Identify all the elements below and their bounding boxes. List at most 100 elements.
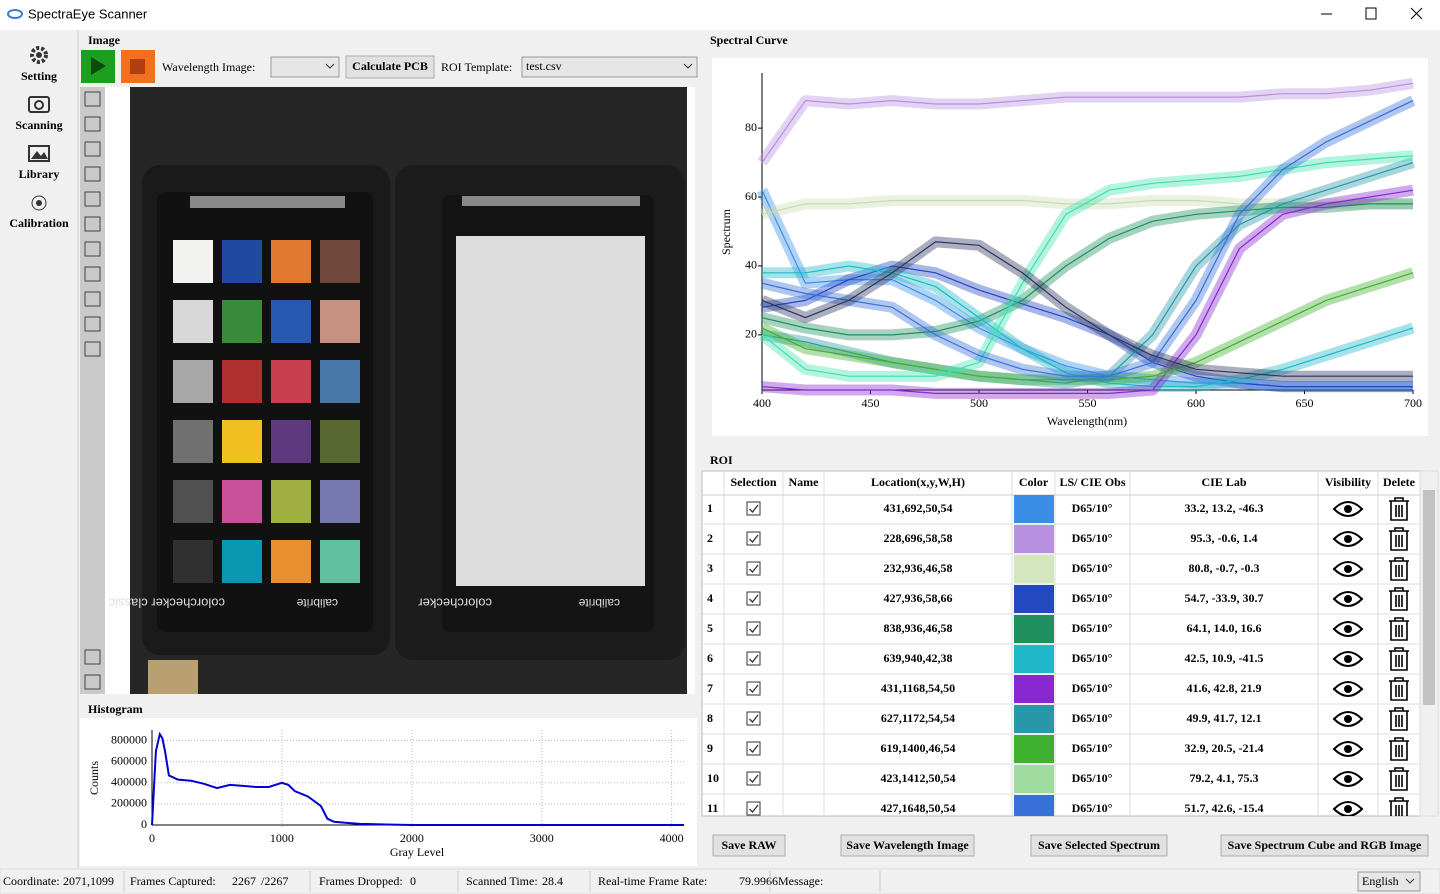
combobox-value[interactable]: test.csv <box>526 59 562 73</box>
scanning-icon[interactable] <box>28 96 50 113</box>
delete-button[interactable] <box>1389 617 1409 641</box>
checkbox[interactable] <box>746 771 761 786</box>
scanning-icon-lens[interactable] <box>34 100 44 110</box>
close-button[interactable] <box>1410 7 1423 20</box>
dropdown-arrow[interactable] <box>1405 878 1415 884</box>
tool-button[interactable] <box>84 291 101 307</box>
action-button[interactable] <box>1030 834 1168 857</box>
button-label[interactable]: Save Spectrum Cube and RGB Image <box>1228 838 1422 852</box>
delete-button[interactable] <box>1389 527 1409 551</box>
visibility-toggle[interactable] <box>1332 741 1364 757</box>
checkmark[interactable] <box>749 744 759 753</box>
delete-button[interactable] <box>1389 707 1409 731</box>
visibility-pupil[interactable] <box>1344 715 1352 723</box>
roi-template-combobox[interactable] <box>521 56 698 78</box>
wavelength-combobox[interactable] <box>270 56 340 78</box>
visibility-pupil[interactable] <box>1344 775 1352 783</box>
tool-button[interactable] <box>84 116 101 132</box>
delete-button[interactable] <box>1389 677 1409 701</box>
setting-icon-hub[interactable] <box>36 52 42 58</box>
checkbox[interactable] <box>746 651 761 666</box>
checkmark[interactable] <box>749 714 759 723</box>
button-label[interactable]: Save RAW <box>721 838 776 852</box>
checkmark[interactable] <box>749 684 759 693</box>
language-combobox[interactable] <box>1357 871 1421 892</box>
visibility-pupil[interactable] <box>1344 685 1352 693</box>
delete-button[interactable] <box>1389 797 1409 820</box>
button-label[interactable]: Save Selected Spectrum <box>1038 838 1160 852</box>
checkmark[interactable] <box>749 594 759 603</box>
checkbox[interactable] <box>746 681 761 696</box>
visibility-pupil[interactable] <box>1344 805 1352 813</box>
tool-button[interactable] <box>84 91 101 107</box>
delete-button[interactable] <box>1389 767 1409 791</box>
calculate-button[interactable] <box>345 55 435 79</box>
library-icon[interactable] <box>28 145 50 162</box>
visibility-toggle[interactable] <box>1332 531 1364 547</box>
visibility-pupil[interactable] <box>1344 655 1352 663</box>
tool-button[interactable] <box>84 649 101 665</box>
language[interactable]: English <box>1362 874 1399 888</box>
button-label[interactable]: Save Wavelength Image <box>846 838 969 852</box>
checkbox[interactable] <box>746 561 761 576</box>
action-button[interactable] <box>1220 834 1429 857</box>
visibility-toggle[interactable] <box>1332 591 1364 607</box>
calibration-icon-center[interactable] <box>36 200 42 206</box>
delete-button[interactable] <box>1389 497 1409 521</box>
visibility-pupil[interactable] <box>1344 625 1352 633</box>
visibility-toggle[interactable] <box>1332 711 1364 727</box>
checkmark[interactable] <box>749 564 759 573</box>
tool-button[interactable] <box>84 166 101 182</box>
checkmark[interactable] <box>749 624 759 633</box>
visibility-pupil[interactable] <box>1344 565 1352 573</box>
visibility-toggle[interactable] <box>1332 801 1364 816</box>
checkmark[interactable] <box>749 504 759 513</box>
checkmark[interactable] <box>749 654 759 663</box>
checkbox[interactable] <box>746 801 761 816</box>
checkbox[interactable] <box>746 741 761 756</box>
tool-button[interactable] <box>84 316 101 332</box>
visibility-toggle[interactable] <box>1332 621 1364 637</box>
tool-button[interactable] <box>84 216 101 232</box>
tool-button[interactable] <box>84 341 101 357</box>
visibility-pupil[interactable] <box>1344 595 1352 603</box>
action-button[interactable] <box>840 834 975 857</box>
scrollbar-thumb[interactable] <box>1423 490 1435 705</box>
checkbox[interactable] <box>746 531 761 546</box>
checkbox[interactable] <box>746 591 761 606</box>
action-button[interactable] <box>712 834 786 857</box>
checkmark[interactable] <box>749 534 759 543</box>
visibility-pupil[interactable] <box>1344 745 1352 753</box>
visibility-toggle[interactable] <box>1332 771 1364 787</box>
tool-button[interactable] <box>84 266 101 282</box>
delete-button[interactable] <box>1389 587 1409 611</box>
tool-button[interactable] <box>84 674 101 690</box>
visibility-toggle[interactable] <box>1332 681 1364 697</box>
play-icon[interactable] <box>91 57 106 75</box>
visibility-pupil[interactable] <box>1344 505 1352 513</box>
delete-button[interactable] <box>1389 647 1409 671</box>
library-icon-mountain[interactable] <box>31 151 48 159</box>
sidebar-item[interactable]: Calibration <box>9 216 69 230</box>
sidebar-item[interactable]: Setting <box>21 69 57 83</box>
checkbox[interactable] <box>746 501 761 516</box>
checkbox[interactable] <box>746 711 761 726</box>
visibility-toggle[interactable] <box>1332 651 1364 667</box>
tool-button[interactable] <box>84 241 101 257</box>
visibility-toggle[interactable] <box>1332 561 1364 577</box>
delete-button[interactable] <box>1389 557 1409 581</box>
sidebar-item[interactable]: Library <box>19 167 60 181</box>
tool-button[interactable] <box>84 191 101 207</box>
sidebar-item[interactable]: Scanning <box>15 118 62 132</box>
button-label[interactable]: Calculate PCB <box>352 59 428 73</box>
checkmark[interactable] <box>749 774 759 783</box>
visibility-pupil[interactable] <box>1344 535 1352 543</box>
dropdown-arrow[interactable] <box>683 63 693 69</box>
setting-icon[interactable] <box>30 46 48 64</box>
visibility-toggle[interactable] <box>1332 501 1364 517</box>
delete-button[interactable] <box>1389 737 1409 761</box>
tool-button[interactable] <box>84 141 101 157</box>
checkmark[interactable] <box>749 804 759 813</box>
maximize-button[interactable] <box>1365 7 1377 20</box>
checkbox[interactable] <box>746 621 761 636</box>
